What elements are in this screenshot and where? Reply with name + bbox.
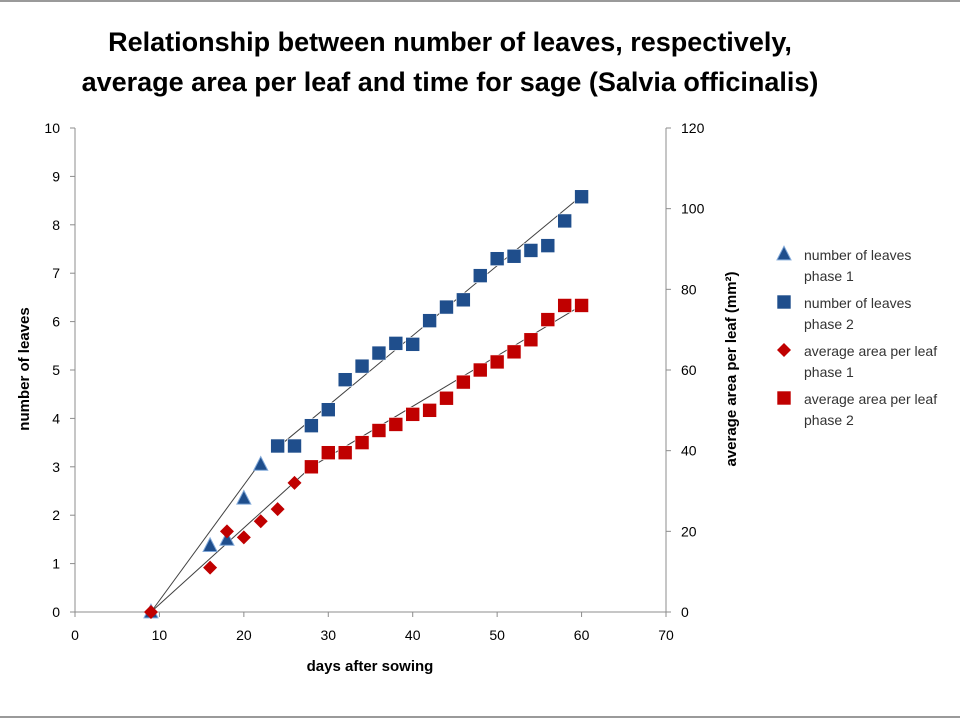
data-point-series-4: [523, 332, 539, 348]
data-point-series-2: [422, 313, 437, 328]
data-point-series-2: [287, 438, 302, 454]
data-point-series-3: [270, 502, 285, 517]
data-point-series-2: [304, 418, 319, 433]
legend-marker-2: [776, 294, 792, 310]
legend-marker-1: [776, 245, 792, 261]
x-axis-title: days after sowing: [307, 658, 434, 675]
data-point-series-3: [236, 530, 251, 545]
data-point-series-3: [203, 560, 218, 575]
x-tick-label: 20: [236, 627, 252, 643]
data-point-series-2: [540, 238, 556, 253]
y-left-tick-label: 9: [52, 168, 60, 184]
data-point-series-2: [354, 358, 370, 374]
legend-marker-3: [777, 343, 791, 357]
y-right-tick-label: 0: [681, 604, 689, 620]
slide-bottom-border: [0, 716, 960, 718]
y-axis-right-title: average area per leaf (mm²): [723, 271, 740, 466]
x-tick-label: 40: [405, 627, 421, 643]
data-point-series-2: [371, 345, 387, 361]
x-tick-label: 50: [489, 627, 505, 643]
legend-label-1: number of leaves: [804, 247, 911, 263]
y-left-tick-label: 4: [52, 410, 60, 426]
data-point-series-4: [472, 362, 488, 378]
y-left-tick-label: 1: [52, 556, 60, 572]
data-point-series-4: [371, 423, 387, 438]
legend-marker-4: [776, 390, 792, 406]
data-point-series-2: [405, 337, 421, 352]
x-tick-label: 0: [71, 627, 79, 643]
y-right-tick-label: 100: [681, 201, 705, 217]
data-point-series-1: [202, 536, 218, 553]
x-tick-label: 10: [152, 627, 168, 643]
data-point-series-2: [439, 299, 454, 315]
y-left-tick-label: 7: [52, 265, 60, 281]
data-point-series-4: [489, 354, 505, 370]
legend-label-4: average area per leaf: [804, 391, 937, 407]
x-tick-label: 70: [658, 627, 674, 643]
y-left-tick-label: 2: [52, 507, 60, 523]
x-tick-label: 60: [574, 627, 590, 643]
data-point-series-4: [337, 445, 353, 460]
legend-label-4-phase: phase 2: [804, 412, 854, 428]
y-right-tick-label: 60: [681, 362, 697, 378]
data-point-series-4: [557, 298, 572, 313]
data-point-series-1: [236, 489, 252, 505]
legend: number of leaves phase 1 number of leaves p…: [776, 245, 937, 428]
axes-group: 0 10 20 30 40 50 60 700123456789100204060801001…: [44, 120, 704, 643]
data-point-series-4: [388, 417, 404, 432]
legend-label-2-phase: phase 2: [804, 316, 854, 332]
y-left-tick-label: 5: [52, 362, 60, 378]
data-point-series-2: [270, 438, 285, 454]
data-point-series-2: [557, 213, 572, 229]
data-point-series-2: [506, 248, 522, 264]
slide-top-border: [0, 0, 960, 2]
data-point-series-2: [456, 292, 471, 308]
data-point-series-2: [472, 268, 488, 283]
data-point-series-1: [252, 455, 269, 471]
data-point-series-2: [523, 243, 539, 258]
data-point-series-2: [574, 189, 589, 205]
data-point-series-1: [219, 530, 235, 546]
chart-title: Relationship between number of leaves, r…: [0, 22, 900, 102]
y-right-tick-label: 20: [681, 523, 697, 539]
data-point-series-2: [388, 336, 404, 351]
data-point-series-4: [320, 445, 336, 460]
chart-title-line-2: average area per leaf and time for sage …: [81, 67, 819, 97]
data-point-series-4: [354, 435, 370, 450]
y-right-tick-label: 40: [681, 443, 697, 459]
legend-label-3-phase: phase 1: [804, 364, 854, 380]
data-point-series-4: [439, 390, 454, 406]
y-axis-left-title: number of leaves: [16, 307, 33, 430]
data-point-series-4: [422, 403, 437, 418]
data-point-series-2: [320, 402, 336, 417]
data-point-series-3: [253, 514, 268, 529]
y-left-tick-label: 3: [52, 459, 60, 475]
data-point-series-4: [304, 459, 319, 475]
data-point-series-2: [337, 372, 353, 387]
data-point-series-3: [287, 475, 302, 490]
data-point-series-3: [143, 605, 158, 619]
legend-label-2: number of leaves: [804, 295, 911, 311]
y-left-tick-label: 6: [52, 314, 60, 330]
legend-label-1-phase: phase 1: [804, 268, 854, 284]
data-point-series-4: [540, 312, 556, 327]
data-point-series-2: [489, 251, 505, 266]
chart-title-line-1: Relationship between number of leaves, r…: [108, 27, 792, 57]
y-right-tick-label: 120: [681, 120, 705, 136]
x-tick-label: 30: [320, 627, 336, 643]
data-point-series-4: [405, 407, 421, 422]
data-point-series-3: [219, 524, 234, 539]
data-marks-group: [143, 189, 589, 619]
y-left-tick-label: 0: [52, 604, 60, 620]
data-point-series-4: [574, 298, 589, 313]
y-left-tick-label: 8: [52, 217, 60, 233]
data-point-series-4: [456, 374, 471, 390]
legend-label-3: average area per leaf: [804, 343, 937, 359]
data-point-series-4: [506, 344, 522, 360]
y-left-tick-label: 10: [44, 120, 60, 136]
trendline: [150, 461, 262, 613]
y-right-tick-label: 80: [681, 281, 697, 297]
